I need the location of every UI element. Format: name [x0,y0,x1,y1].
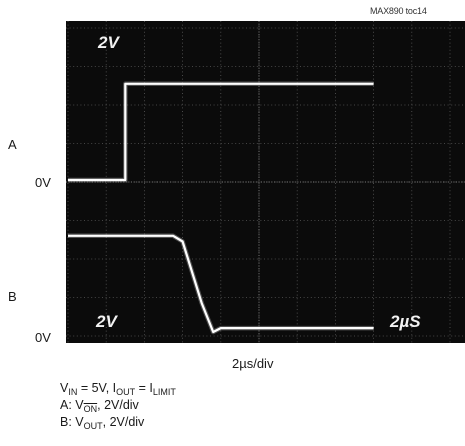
channel-a-description: A: V [60,398,84,412]
channel-a-zero-label: 0V [35,175,51,190]
time-scale-text: 2µS [389,312,421,331]
figure-id: MAX890 toc14 [370,6,427,16]
condition-line-3: B: VOUT, 2V/div [60,414,144,434]
scope-grid [66,21,465,343]
out-subscript: OUT [83,421,103,431]
iout-subscript: OUT [116,387,136,397]
x-axis-label: 2µs/div [232,356,274,371]
channel-b-description: B: V [60,415,84,429]
channel-a-scale: , 2V/div [97,398,139,412]
ilimit-subscript: LIMIT [152,387,176,397]
channel-b-zero-label: 0V [35,330,51,345]
oscilloscope-screen: 2V 2V 2µS [66,21,465,343]
condition-line-1: VIN = 5V, IOUT = ILIMIT [60,380,176,400]
vin-symbol: V [60,381,69,395]
trace-channel-a [68,82,374,182]
condition-line-2: A: VON, 2V/div [60,397,139,417]
scope-traces [68,81,374,335]
channel-b-scale: , 2V/div [102,415,145,429]
channel-b-label: B [8,289,17,304]
trace-channel-b [68,234,374,334]
channel-a-label: A [8,137,17,152]
vin-subscript: IN [68,387,78,397]
channel-b-scale-text: 2V [95,312,118,331]
iout-equals: = I [135,381,153,395]
scope-background [66,21,465,343]
channel-a-scale-text: 2V [97,33,120,52]
vin-value: = 5V, I [77,381,117,395]
on-subscript: ON [83,404,98,414]
